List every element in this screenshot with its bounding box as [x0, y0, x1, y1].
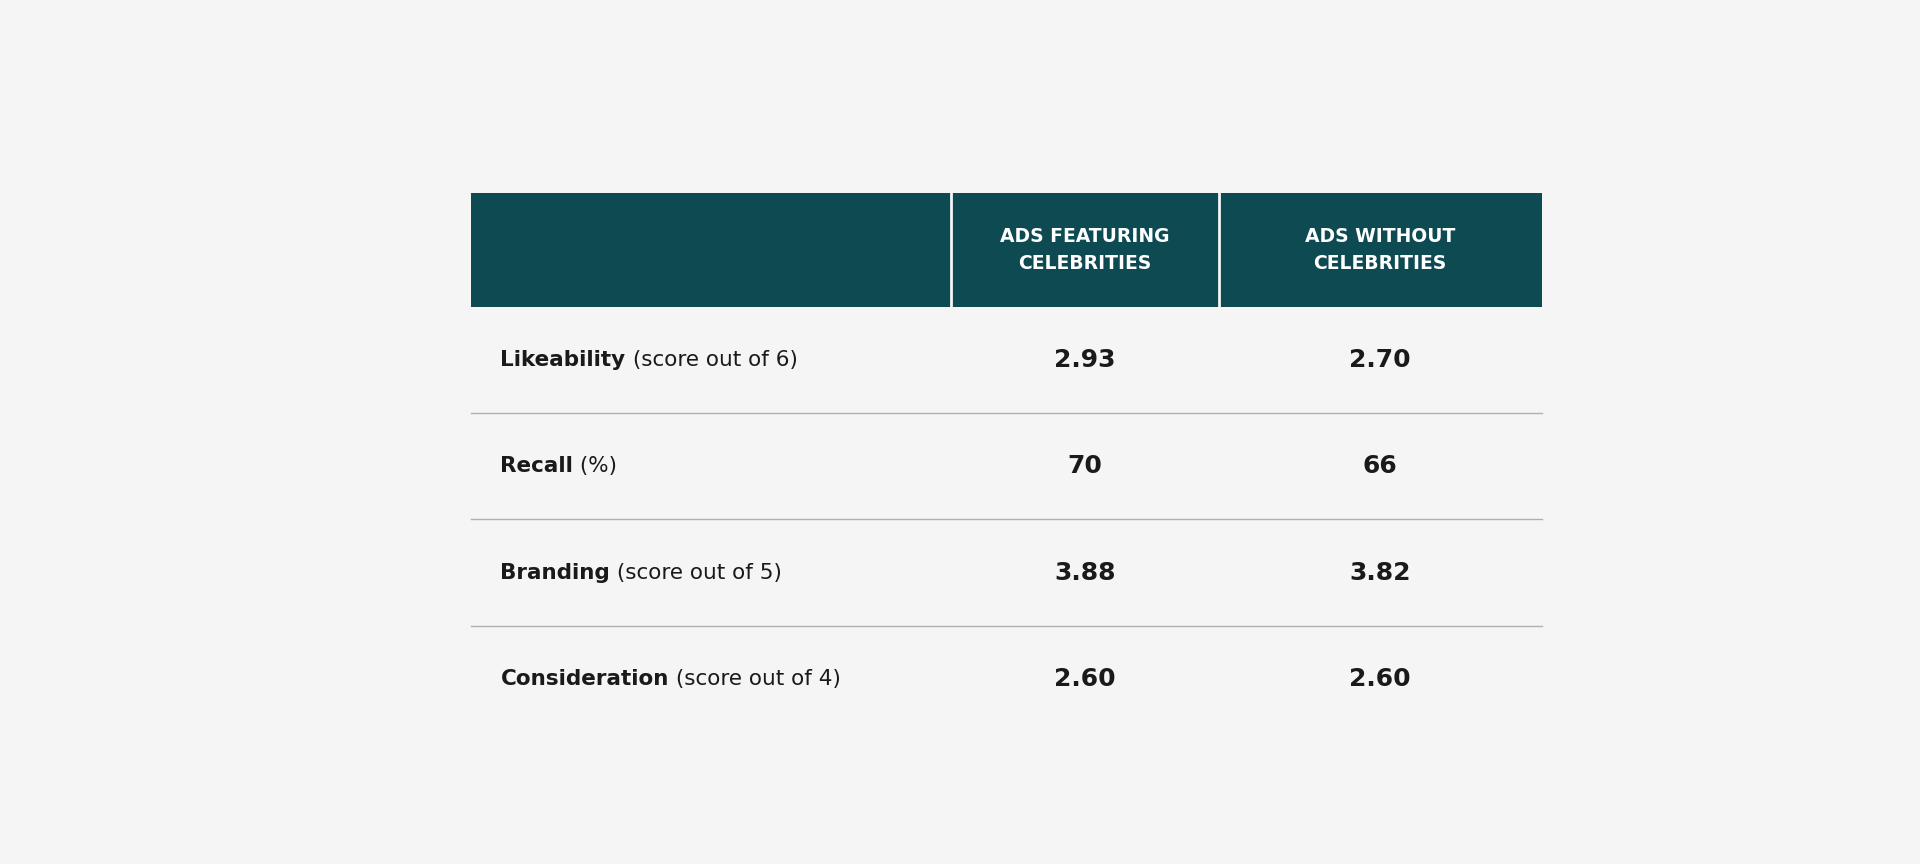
Text: 66: 66 [1363, 454, 1398, 479]
Text: 70: 70 [1068, 454, 1102, 479]
Text: 2.60: 2.60 [1350, 667, 1411, 691]
Text: ADS FEATURING
CELEBRITIES: ADS FEATURING CELEBRITIES [1000, 227, 1169, 273]
Text: 2.93: 2.93 [1054, 348, 1116, 372]
Text: Recall: Recall [501, 456, 574, 476]
Text: 2.70: 2.70 [1350, 348, 1411, 372]
Text: Consideration: Consideration [501, 669, 668, 689]
Text: 2.60: 2.60 [1054, 667, 1116, 691]
Text: (%): (%) [574, 456, 616, 476]
Text: Branding: Branding [501, 562, 611, 582]
Text: ADS WITHOUT
CELEBRITIES: ADS WITHOUT CELEBRITIES [1304, 227, 1455, 273]
FancyBboxPatch shape [470, 194, 1542, 307]
Text: Likeability: Likeability [501, 350, 626, 370]
Text: (score out of 5): (score out of 5) [611, 562, 781, 582]
Text: (score out of 4): (score out of 4) [668, 669, 841, 689]
Text: (score out of 6): (score out of 6) [626, 350, 797, 370]
Text: 3.82: 3.82 [1350, 561, 1411, 585]
Text: 3.88: 3.88 [1054, 561, 1116, 585]
